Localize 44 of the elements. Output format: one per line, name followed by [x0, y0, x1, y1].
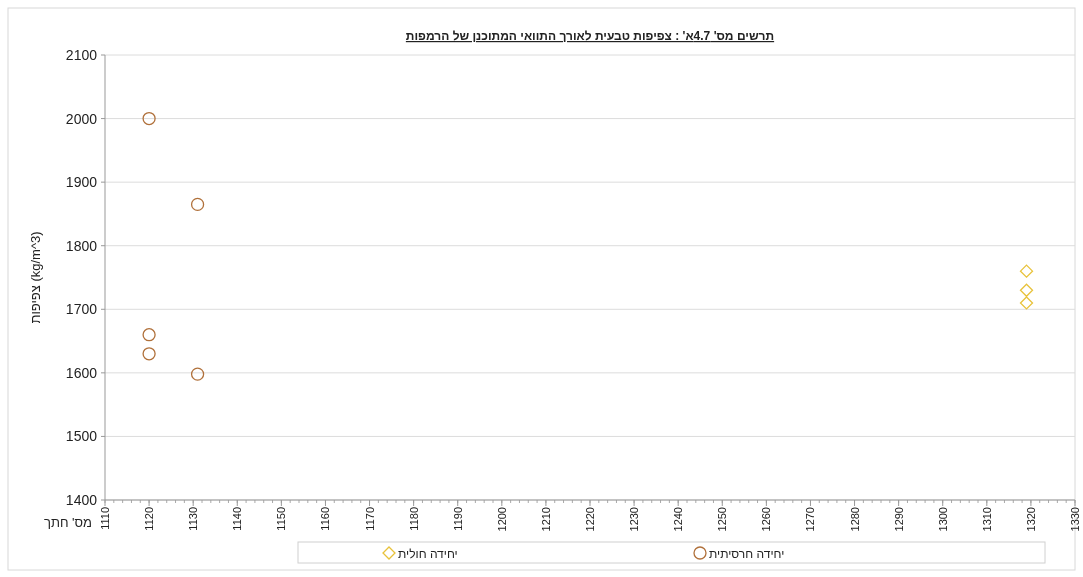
x-tick-label: 1300 [936, 507, 949, 532]
x-axis-title: מס' חתך [43, 515, 92, 530]
point [1019, 296, 1034, 310]
point [190, 197, 205, 212]
x-tick-label: 1250 [716, 507, 729, 532]
legend-label: יחידה חרסיתית [709, 547, 785, 561]
point [142, 111, 156, 126]
x-tick-label: 1110 [99, 507, 111, 530]
y-tick-label: 2100 [65, 47, 98, 63]
point [142, 347, 156, 361]
x-tick-label: 1140 [231, 507, 244, 531]
x-tick-label: 1120 [143, 507, 156, 531]
y-tick-label: 1800 [65, 237, 98, 254]
y-tick-label: 2000 [65, 110, 98, 127]
x-tick-label: 1230 [628, 507, 641, 532]
x-tick-label: 1330 [1069, 507, 1081, 532]
point [190, 367, 205, 381]
x-tick-label: 1220 [584, 507, 596, 532]
x-tick-label: 1290 [892, 507, 905, 532]
x-tick-label: 1240 [672, 507, 685, 532]
legend-label: יחידה חולית [398, 547, 458, 561]
x-tick-label: 1270 [804, 507, 817, 532]
x-tick-label: 1210 [539, 507, 552, 532]
x-tick-label: 1130 [187, 507, 200, 531]
y-axis-title: צפיפות (kg/m^3) [28, 231, 43, 324]
x-tick-label: 1280 [848, 507, 861, 532]
chart-title: תרשים מס' 4.7א' : צפיפות טבעית לאורך התוואי המתוכנן של הרמפות [405, 29, 775, 43]
y-tick-label: 1400 [65, 492, 98, 508]
x-tick-label: 1180 [407, 507, 420, 531]
point [1019, 264, 1034, 278]
y-tick-label: 1700 [65, 301, 98, 318]
x-tick-label: 1320 [1024, 507, 1037, 532]
y-tick-label: 1500 [65, 428, 98, 445]
y-tick-label: 1600 [65, 364, 98, 381]
x-tick-label: 1160 [319, 507, 332, 531]
x-tick-label: 1260 [760, 507, 773, 532]
x-tick-label: 1150 [275, 507, 288, 531]
x-tick-label: 1190 [451, 507, 464, 531]
point [142, 328, 156, 342]
x-tick-label: 1170 [363, 507, 376, 531]
x-tick-label: 1200 [495, 507, 508, 532]
y-tick-label: 1900 [65, 174, 98, 191]
x-tick-label: 1310 [980, 507, 993, 532]
point [1019, 283, 1034, 297]
